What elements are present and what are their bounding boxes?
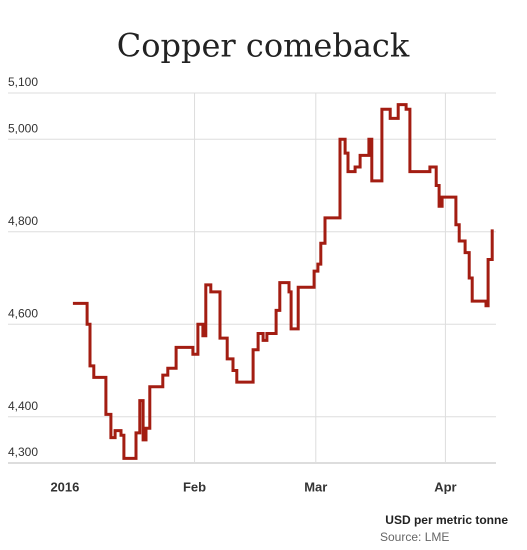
y-tick-label: 5,000 xyxy=(8,121,38,135)
y-tick-label: 5,100 xyxy=(8,75,38,89)
source: Source: LME xyxy=(380,530,449,544)
price-line xyxy=(72,103,494,460)
x-tick-label: 2016 xyxy=(50,479,79,494)
y-tick-label: 4,300 xyxy=(8,445,38,459)
unit-note: USD per metric tonne xyxy=(385,513,508,527)
x-tick-label: Feb xyxy=(183,479,206,494)
x-tick-label: Mar xyxy=(304,479,327,494)
chart-title: Copper comeback xyxy=(117,27,410,65)
y-tick-label: 4,400 xyxy=(8,399,38,413)
y-tick-label: 4,600 xyxy=(8,306,38,320)
y-tick-label: 4,800 xyxy=(8,214,38,228)
x-tick-label: Apr xyxy=(434,479,456,494)
